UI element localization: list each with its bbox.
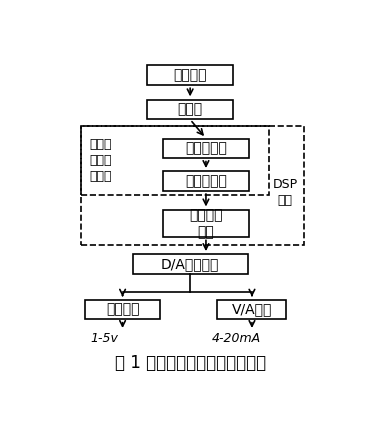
Bar bbox=[163, 171, 249, 191]
Text: 特征频谱
处理: 特征频谱 处理 bbox=[189, 208, 223, 239]
Text: 噪声信号: 噪声信号 bbox=[173, 68, 207, 82]
Text: D/A转换电路: D/A转换电路 bbox=[161, 257, 219, 271]
Text: 低通滤波器: 低通滤波器 bbox=[185, 174, 227, 188]
Bar bbox=[133, 254, 248, 274]
Text: 声音信
号预处
理系统: 声音信 号预处 理系统 bbox=[90, 138, 112, 183]
Text: 多级放大器: 多级放大器 bbox=[185, 141, 227, 156]
Text: 1-5v: 1-5v bbox=[90, 332, 118, 345]
Bar bbox=[147, 66, 233, 85]
Bar bbox=[217, 300, 286, 319]
Text: 拾音器: 拾音器 bbox=[178, 102, 203, 116]
Bar bbox=[163, 139, 249, 158]
Bar bbox=[85, 300, 160, 319]
Bar bbox=[147, 100, 233, 119]
Bar bbox=[163, 209, 249, 237]
Bar bbox=[81, 126, 269, 195]
Text: DSP
系统: DSP 系统 bbox=[272, 178, 298, 207]
Text: 阻抗变换: 阻抗变换 bbox=[106, 303, 139, 317]
Text: V/A变换: V/A变换 bbox=[232, 303, 272, 317]
Bar bbox=[81, 126, 304, 244]
Text: 图 1 磨煤机负荷检测仪硬件框图: 图 1 磨煤机负荷检测仪硬件框图 bbox=[115, 354, 266, 372]
Text: 4-20mA: 4-20mA bbox=[211, 332, 261, 345]
